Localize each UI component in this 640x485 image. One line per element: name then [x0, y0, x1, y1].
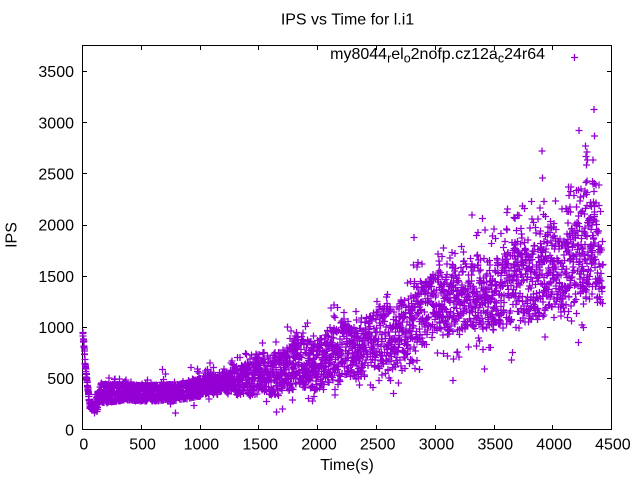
svg-text:1500: 1500 — [38, 269, 74, 286]
svg-text:1500: 1500 — [242, 437, 278, 454]
svg-text:my8044relo2nofp.cz12ac24r64: my8044relo2nofp.cz12ac24r64 — [330, 46, 545, 66]
svg-text:4500: 4500 — [595, 437, 631, 454]
svg-text:2000: 2000 — [301, 437, 337, 454]
svg-text:1000: 1000 — [184, 437, 220, 454]
svg-text:0: 0 — [79, 437, 88, 454]
svg-text:4000: 4000 — [536, 437, 572, 454]
svg-text:500: 500 — [47, 371, 74, 388]
svg-text:0: 0 — [65, 422, 74, 439]
svg-text:3000: 3000 — [38, 115, 74, 132]
svg-text:3000: 3000 — [419, 437, 455, 454]
svg-text:3500: 3500 — [478, 437, 514, 454]
svg-text:IPS vs Time for l.i1: IPS vs Time for l.i1 — [281, 12, 414, 29]
svg-text:2500: 2500 — [360, 437, 396, 454]
svg-text:2500: 2500 — [38, 166, 74, 183]
svg-text:1000: 1000 — [38, 320, 74, 337]
svg-text:500: 500 — [129, 437, 156, 454]
svg-text:Time(s): Time(s) — [320, 457, 374, 474]
svg-text:IPS: IPS — [4, 222, 21, 248]
svg-text:2000: 2000 — [38, 218, 74, 235]
svg-text:3500: 3500 — [38, 64, 74, 81]
